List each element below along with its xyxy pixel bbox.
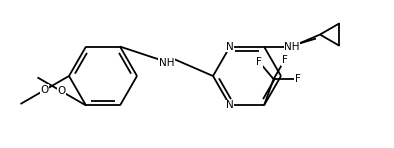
- Text: N: N: [226, 42, 234, 52]
- Text: O: O: [41, 85, 49, 95]
- Text: NH: NH: [284, 42, 300, 52]
- Text: O: O: [58, 86, 66, 96]
- Text: NH: NH: [159, 58, 174, 68]
- Text: N: N: [226, 100, 234, 110]
- Text: F: F: [295, 74, 301, 84]
- Text: F: F: [256, 57, 262, 67]
- Text: F: F: [282, 55, 288, 65]
